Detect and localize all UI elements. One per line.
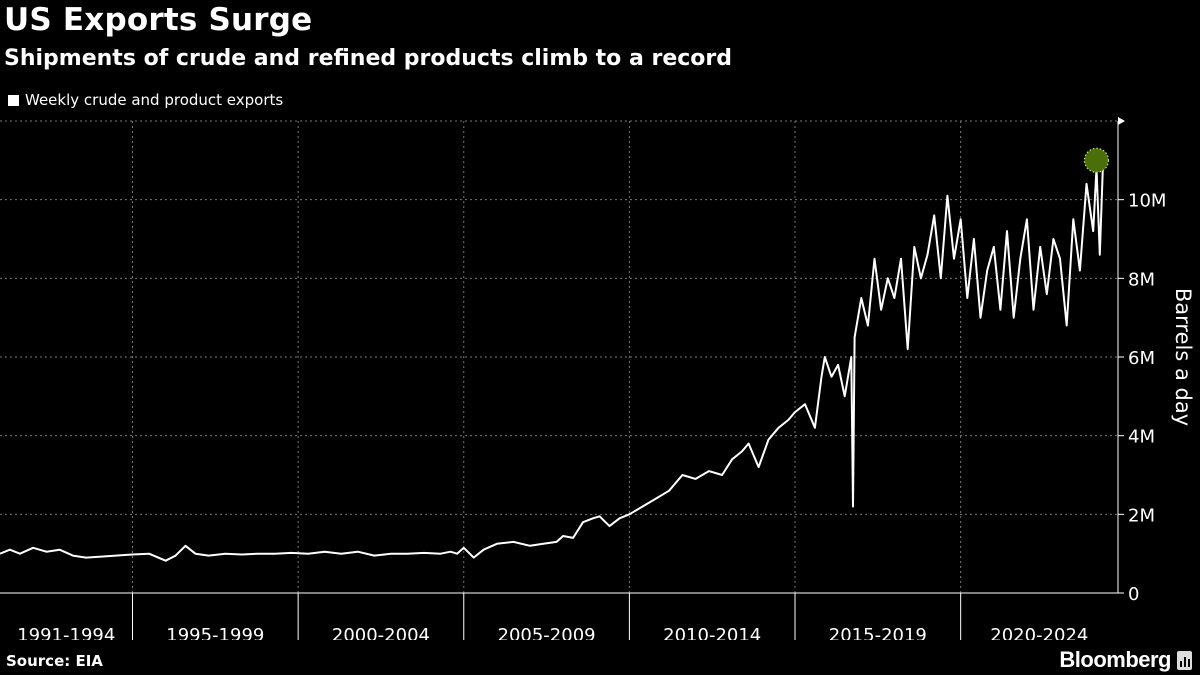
series-line	[0, 160, 1105, 562]
x-axis: 1991-1994 1995-1999 2000-2004 2005-2009 2010…	[0, 592, 1118, 640]
record-highlight-marker	[1083, 147, 1110, 173]
line-chart: 0 2M 4M 6M 8M 10M 1991-1994 1995-1999 2000-2004…	[0, 117, 1195, 640]
x-period-label: 1995-1999	[166, 625, 264, 640]
chart-subtitle: Shipments of crude and refined products …	[4, 46, 732, 71]
chart-title: US Exports Surge	[4, 2, 313, 38]
bloomberg-logo: Bloomberg	[1059, 647, 1171, 672]
y-axis-arrow	[1118, 117, 1125, 125]
source-note: Source: EIA	[6, 652, 103, 670]
y-tick-label: 0	[1128, 584, 1139, 605]
y-axis-label: Barrels a day	[1171, 288, 1195, 426]
legend-label: Weekly crude and product exports	[25, 91, 284, 109]
y-tick-label: 4M	[1128, 427, 1155, 448]
y-tick-label: 2M	[1128, 505, 1155, 526]
x-period-label: 2010-2014	[663, 625, 761, 640]
x-period-label: 2000-2004	[332, 625, 430, 640]
x-period-label: 1991-1994	[17, 625, 115, 640]
grid	[0, 120, 1118, 594]
legend: Weekly crude and product exports	[8, 91, 283, 109]
y-tick-label: 6M	[1128, 348, 1155, 369]
y-tick-label: 10M	[1128, 191, 1166, 212]
x-period-label: 2020-2024	[990, 625, 1088, 640]
y-tick-label: 8M	[1128, 269, 1155, 290]
series	[0, 147, 1110, 562]
y-axis: 0 2M 4M 6M 8M 10M	[1117, 117, 1166, 605]
legend-swatch	[8, 94, 19, 106]
bar-chart-icon	[1177, 650, 1192, 670]
brand: Bloomberg	[1059, 647, 1192, 673]
x-period-label: 2005-2009	[498, 625, 596, 640]
x-period-label: 2015-2019	[829, 625, 927, 640]
